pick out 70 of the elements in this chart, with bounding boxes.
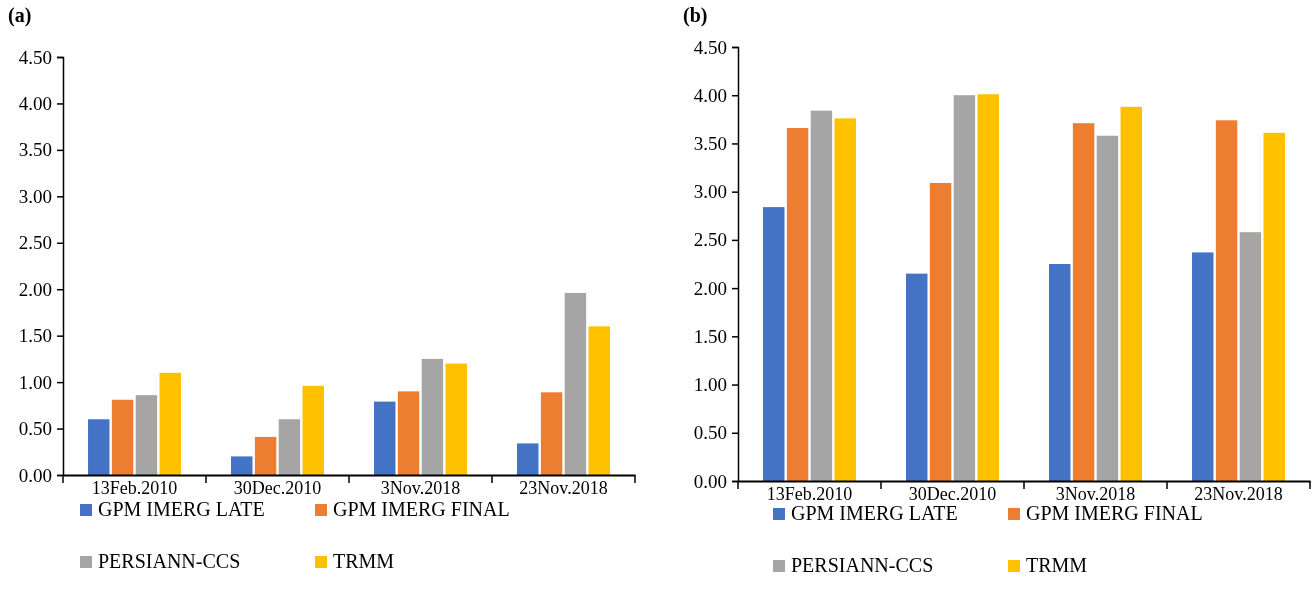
y-tick-label: 3.50	[18, 139, 52, 161]
bar	[929, 182, 952, 481]
x-tick-label: 13Feb.2010	[91, 478, 178, 499]
chart-title: (b)	[683, 4, 708, 27]
bar	[1049, 264, 1071, 481]
y-tick-label: 3.00	[18, 185, 52, 207]
bar	[1215, 120, 1238, 481]
x-tick-label: 30Dec.2010	[908, 484, 997, 505]
bar	[1263, 132, 1285, 481]
legend-label: GPM IMERG FINAL	[333, 498, 510, 520]
bar	[1239, 232, 1262, 481]
bar	[88, 419, 110, 475]
y-tick-label: 4.50	[18, 46, 52, 68]
y-tick-label: 0.00	[693, 470, 727, 492]
y-tick-label: 1.00	[693, 374, 727, 396]
y-tick-label: 1.50	[18, 325, 52, 347]
legend-label: TRMM	[333, 550, 395, 572]
y-tick-label: 2.50	[18, 232, 52, 254]
bar	[445, 363, 467, 475]
x-tick-label: 30Dec.2010	[233, 478, 322, 499]
bar	[1120, 106, 1142, 481]
y-tick-label: 0.50	[693, 422, 727, 444]
x-tick-label: 23Nov.2018	[1194, 484, 1283, 505]
legend-label: GPM IMERG LATE	[98, 498, 265, 520]
bar	[302, 385, 324, 475]
bar	[374, 401, 396, 475]
y-tick-label: 1.00	[18, 371, 52, 393]
legend-label: GPM IMERG LATE	[791, 502, 958, 524]
y-tick-label: 2.00	[18, 278, 52, 300]
y-tick-label: 2.50	[693, 229, 727, 251]
x-tick-label: 13Feb.2010	[766, 484, 853, 505]
bar	[397, 391, 420, 475]
y-tick-label: 0.00	[18, 464, 52, 486]
bar	[810, 110, 833, 481]
legend-label: PERSIANN-CCS	[791, 554, 934, 576]
bar	[588, 326, 610, 475]
bar	[517, 443, 539, 475]
y-tick-label: 3.50	[693, 133, 727, 155]
bar	[834, 118, 856, 481]
bar	[254, 436, 277, 475]
y-tick-label: 1.50	[693, 325, 727, 347]
bar	[1192, 252, 1214, 481]
bar	[564, 292, 587, 475]
bar	[1072, 123, 1095, 481]
bar	[231, 456, 253, 475]
x-tick-label: 3Nov.2018	[380, 478, 461, 499]
bar	[135, 395, 158, 475]
bar	[953, 95, 976, 481]
bar	[278, 419, 301, 475]
legend-label: GPM IMERG FINAL	[1026, 502, 1203, 524]
bar	[763, 207, 785, 481]
bar	[1096, 135, 1119, 481]
bar	[977, 94, 999, 481]
bar	[159, 372, 181, 475]
bar	[540, 392, 563, 475]
y-tick-label: 2.00	[693, 277, 727, 299]
bar	[421, 358, 444, 475]
y-tick-label: 4.00	[18, 93, 52, 115]
legend-label: TRMM	[1026, 554, 1088, 576]
legend-label: PERSIANN-CCS	[98, 550, 241, 572]
y-tick-label: 4.50	[693, 36, 727, 58]
bar	[111, 399, 134, 475]
x-tick-label: 23Nov.2018	[519, 478, 608, 499]
x-tick-label: 3Nov.2018	[1055, 484, 1136, 505]
y-tick-label: 0.50	[18, 418, 52, 440]
bar	[906, 273, 928, 481]
y-tick-label: 4.00	[693, 84, 727, 106]
chart-title: (a)	[8, 4, 32, 27]
bar	[786, 128, 809, 481]
y-tick-label: 3.00	[693, 181, 727, 203]
